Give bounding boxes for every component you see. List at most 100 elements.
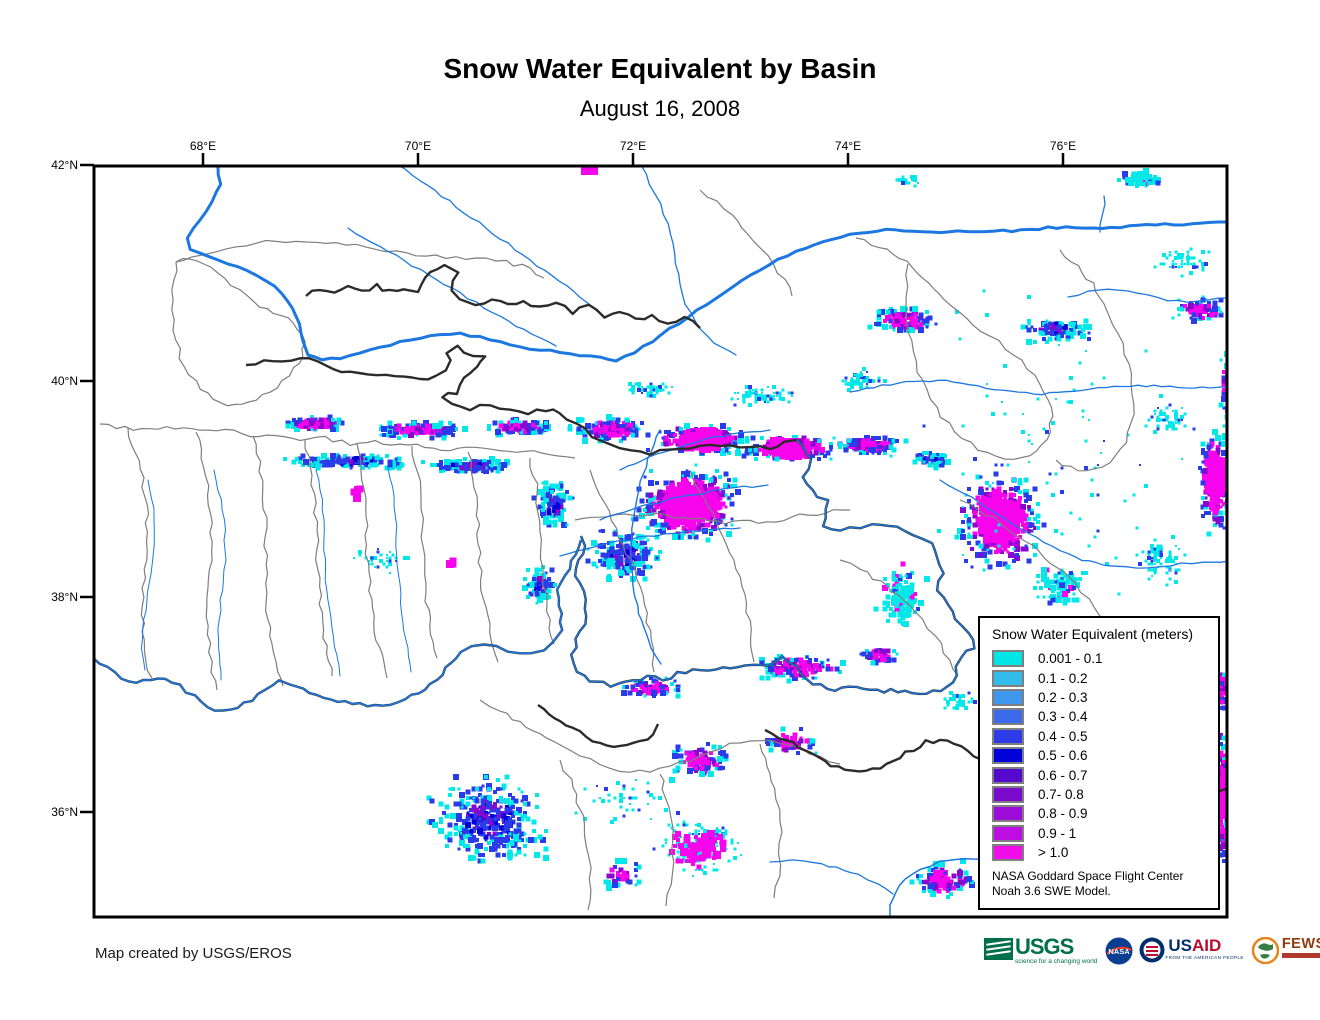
snow-pixel bbox=[510, 798, 516, 804]
snow-pixel bbox=[1071, 330, 1077, 336]
snow-pixel bbox=[645, 507, 651, 513]
snow-pixel bbox=[388, 430, 392, 434]
snow-pixel bbox=[895, 574, 899, 578]
snow-pixel bbox=[448, 793, 452, 797]
snow-pixel bbox=[730, 838, 734, 842]
snow-pixel bbox=[880, 442, 884, 446]
snow-pixel bbox=[505, 427, 509, 431]
snow-pixel bbox=[702, 753, 708, 759]
snow-pixel bbox=[649, 676, 653, 680]
snow-pixel bbox=[828, 666, 834, 672]
snow-pixel bbox=[471, 786, 477, 792]
snow-pixel bbox=[696, 486, 702, 492]
snow-pixel bbox=[630, 540, 636, 546]
snow-pixel bbox=[442, 427, 446, 431]
snow-pixel bbox=[1011, 501, 1017, 507]
snow-pixel bbox=[517, 817, 521, 821]
snow-pixel bbox=[582, 432, 588, 438]
snow-pixel bbox=[490, 838, 494, 842]
snow-pixel bbox=[520, 814, 524, 818]
snow-pixel bbox=[468, 813, 474, 819]
snow-pixel bbox=[553, 505, 557, 509]
snow-pixel bbox=[651, 690, 657, 696]
snow-pixel bbox=[907, 316, 911, 320]
snow-pixel bbox=[1054, 337, 1058, 341]
snow-pixel bbox=[759, 657, 765, 663]
snow-pixel bbox=[1035, 513, 1041, 519]
snow-pixel bbox=[516, 807, 522, 813]
snow-pixel bbox=[891, 447, 897, 453]
snow-pixel bbox=[937, 457, 941, 461]
snow-pixel bbox=[1175, 251, 1177, 253]
snow-pixel bbox=[1041, 522, 1047, 528]
snow-pixel bbox=[1204, 496, 1208, 500]
snow-pixel bbox=[634, 862, 638, 866]
snow-pixel bbox=[1218, 516, 1224, 522]
snow-pixel bbox=[811, 742, 815, 746]
snow-pixel bbox=[774, 738, 780, 744]
snow-pixel bbox=[972, 531, 978, 537]
snow-pixel bbox=[960, 507, 966, 513]
snow-pixel bbox=[705, 522, 711, 528]
snow-pixel bbox=[343, 460, 347, 464]
snow-pixel bbox=[486, 783, 492, 789]
snow-pixel bbox=[498, 813, 504, 819]
snow-pixel bbox=[786, 669, 792, 675]
snow-pixel bbox=[328, 460, 332, 464]
snow-pixel bbox=[1009, 496, 1013, 500]
snow-pixel bbox=[921, 318, 927, 324]
snow-pixel bbox=[1148, 563, 1150, 565]
snow-pixel bbox=[652, 496, 656, 500]
snow-pixel bbox=[717, 504, 723, 510]
snow-pixel bbox=[808, 445, 812, 449]
snow-pixel bbox=[337, 421, 341, 425]
snow-pixel bbox=[724, 445, 728, 449]
snow-pixel bbox=[514, 841, 518, 845]
snow-pixel bbox=[1141, 550, 1145, 554]
snow-pixel bbox=[463, 457, 467, 461]
snow-pixel bbox=[487, 841, 491, 845]
snow-pixel bbox=[922, 460, 926, 464]
snow-pixel bbox=[1206, 315, 1212, 321]
snow-pixel bbox=[909, 594, 915, 600]
snow-pixel bbox=[1032, 486, 1038, 492]
snow-pixel bbox=[939, 462, 945, 468]
snow-pixel bbox=[502, 787, 506, 791]
snow-pixel bbox=[1162, 253, 1166, 257]
snow-pixel bbox=[556, 493, 560, 497]
snow-pixel bbox=[472, 829, 476, 833]
snow-pixel bbox=[1026, 522, 1032, 528]
snow-pixel bbox=[1198, 259, 1202, 263]
snow-pixel bbox=[690, 519, 696, 525]
snow-pixel bbox=[904, 580, 908, 584]
snow-pixel bbox=[663, 522, 669, 528]
snow-pixel bbox=[699, 771, 705, 777]
snow-pixel bbox=[469, 832, 473, 836]
snow-pixel bbox=[793, 661, 797, 665]
snow-pixel bbox=[723, 438, 729, 444]
snow-pixel bbox=[792, 447, 798, 453]
snow-pixel bbox=[1197, 303, 1203, 309]
snow-pixel bbox=[477, 465, 483, 471]
snow-pixel bbox=[789, 447, 795, 453]
snow-pixel bbox=[387, 420, 393, 426]
snow-pixel bbox=[716, 827, 718, 829]
snow-pixel bbox=[718, 751, 722, 755]
snow-pixel bbox=[1165, 571, 1169, 575]
snow-pixel bbox=[744, 450, 750, 456]
snow-pixel bbox=[1216, 496, 1220, 500]
snow-pixel bbox=[369, 459, 375, 465]
snow-pixel bbox=[466, 811, 470, 815]
snow-pixel bbox=[480, 465, 486, 471]
snow-pixel bbox=[925, 310, 929, 314]
snow-pixel bbox=[795, 657, 801, 663]
snow-pixel bbox=[889, 325, 893, 329]
snow-pixel bbox=[675, 495, 681, 501]
snow-pixel bbox=[696, 864, 702, 870]
snow-pixel bbox=[723, 483, 729, 489]
snow-pixel bbox=[975, 540, 981, 546]
snow-pixel bbox=[1150, 547, 1154, 551]
snow-pixel bbox=[660, 690, 666, 696]
snow-pixel bbox=[693, 534, 699, 540]
snow-pixel bbox=[492, 816, 498, 822]
